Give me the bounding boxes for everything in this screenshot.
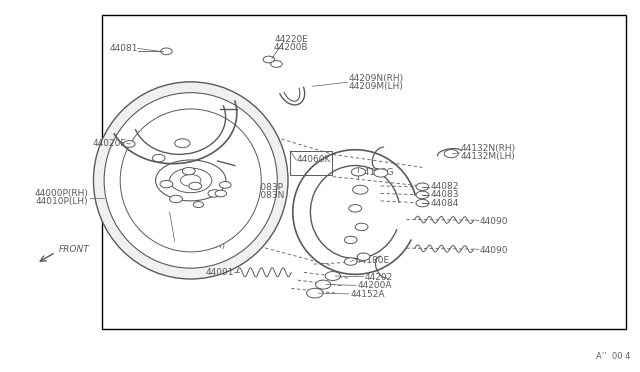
Circle shape xyxy=(208,190,221,197)
Text: FRONT: FRONT xyxy=(59,246,90,254)
Circle shape xyxy=(263,56,275,63)
Circle shape xyxy=(316,280,331,289)
Text: 44209M(LH): 44209M(LH) xyxy=(349,82,404,91)
Text: 44118G: 44118G xyxy=(358,168,394,177)
Text: 44132M(LH): 44132M(LH) xyxy=(461,153,516,161)
Text: 44081: 44081 xyxy=(109,44,138,53)
Circle shape xyxy=(353,185,368,194)
Circle shape xyxy=(351,168,365,176)
Text: 44132N(RH): 44132N(RH) xyxy=(461,144,516,153)
Circle shape xyxy=(180,174,201,186)
Circle shape xyxy=(344,236,357,244)
Circle shape xyxy=(416,183,429,190)
Text: 43083P: 43083P xyxy=(250,183,284,192)
Circle shape xyxy=(344,258,357,265)
Circle shape xyxy=(170,195,182,203)
Text: 44152A: 44152A xyxy=(350,290,385,299)
Text: 44091: 44091 xyxy=(205,268,234,277)
Circle shape xyxy=(152,154,165,162)
Text: 44020E: 44020E xyxy=(93,139,127,148)
Circle shape xyxy=(271,61,282,67)
Text: 44060K: 44060K xyxy=(296,155,331,164)
Circle shape xyxy=(416,191,429,199)
Circle shape xyxy=(182,167,195,175)
Text: 44090: 44090 xyxy=(480,217,509,226)
Text: 44200B: 44200B xyxy=(274,43,308,52)
Text: 44084: 44084 xyxy=(430,199,458,208)
Circle shape xyxy=(160,180,173,188)
Circle shape xyxy=(325,272,340,280)
Circle shape xyxy=(444,150,458,158)
Text: 44202: 44202 xyxy=(365,273,393,282)
Circle shape xyxy=(193,202,204,208)
Circle shape xyxy=(416,199,429,207)
Circle shape xyxy=(156,160,226,201)
Bar xyxy=(102,15,626,329)
Ellipse shape xyxy=(104,93,277,268)
Text: 44030 (LH): 44030 (LH) xyxy=(175,241,225,250)
Text: 44220E: 44220E xyxy=(275,35,308,44)
Text: 44000P(RH): 44000P(RH) xyxy=(35,189,88,198)
Text: A’’  00 4: A’’ 00 4 xyxy=(596,352,630,361)
Text: 44200A: 44200A xyxy=(357,281,392,290)
Circle shape xyxy=(170,168,212,193)
Text: 44090: 44090 xyxy=(480,246,509,255)
Ellipse shape xyxy=(93,82,288,279)
Circle shape xyxy=(220,182,231,188)
Circle shape xyxy=(355,223,368,231)
Text: 44010P(LH): 44010P(LH) xyxy=(36,197,88,206)
Circle shape xyxy=(175,139,190,148)
Text: 44083: 44083 xyxy=(430,190,459,199)
Circle shape xyxy=(349,205,362,212)
Text: 44209N(RH): 44209N(RH) xyxy=(349,74,404,83)
Text: 44020 (RH): 44020 (RH) xyxy=(175,233,226,242)
Circle shape xyxy=(215,190,227,197)
Ellipse shape xyxy=(120,109,261,252)
Bar xyxy=(290,151,332,175)
Circle shape xyxy=(189,182,202,190)
Text: 44082: 44082 xyxy=(430,182,458,191)
Text: 44180E: 44180E xyxy=(355,256,389,265)
Text: 43083N: 43083N xyxy=(250,191,285,200)
Circle shape xyxy=(374,169,388,177)
Circle shape xyxy=(357,253,370,260)
Circle shape xyxy=(161,48,172,55)
Circle shape xyxy=(124,141,135,147)
Circle shape xyxy=(307,288,323,298)
